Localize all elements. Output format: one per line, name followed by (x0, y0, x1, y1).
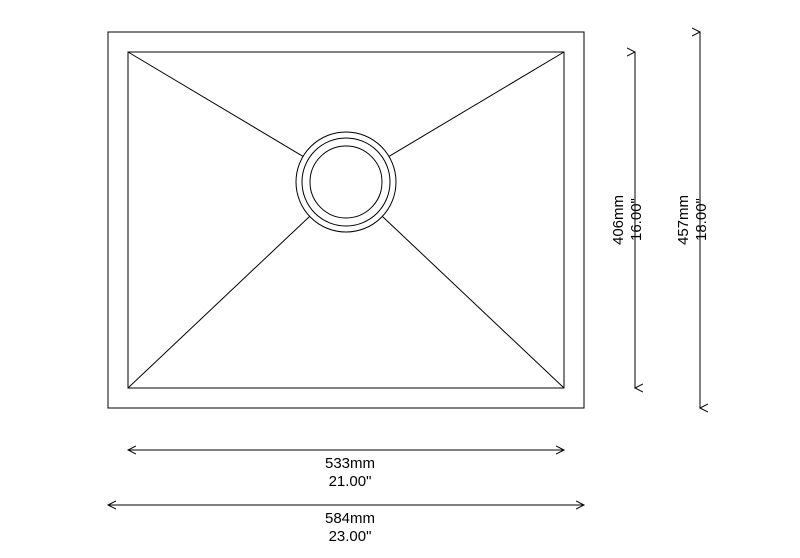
dim-outer-width-mm: 584mm (325, 510, 375, 527)
dim-inner-height-mm: 406mm (610, 195, 627, 245)
dim-outer-width: 584mm 23.00" (300, 510, 400, 546)
dim-outer-height-mm: 457mm (675, 195, 692, 245)
dim-outer-height: 457mm 18.00" (675, 170, 715, 270)
diagram-svg (0, 0, 800, 558)
drawing-canvas: 533mm 21.00" 584mm 23.00" 406mm 16.00" 4… (0, 0, 800, 558)
dim-inner-width: 533mm 21.00" (300, 455, 400, 491)
dim-outer-width-in: 23.00" (329, 528, 372, 545)
dim-outer-height-in: 18.00" (693, 199, 710, 242)
dim-inner-width-mm: 533mm (325, 455, 375, 472)
dim-inner-width-in: 21.00" (329, 473, 372, 490)
dim-inner-height-in: 16.00" (628, 199, 645, 242)
dim-inner-height: 406mm 16.00" (610, 170, 650, 270)
